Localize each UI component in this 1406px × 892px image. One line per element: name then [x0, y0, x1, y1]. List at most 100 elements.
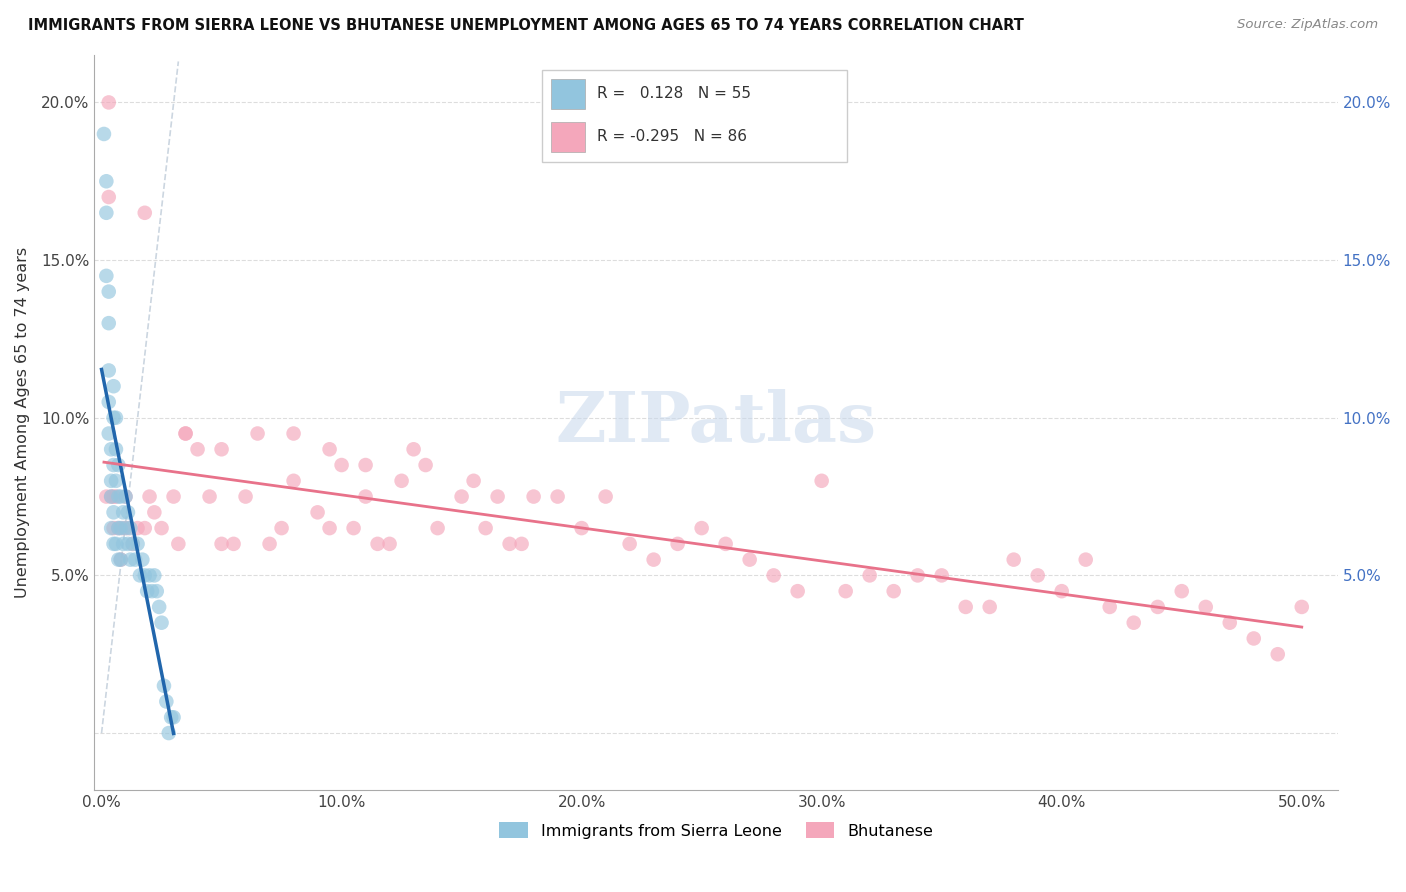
Point — [121, 537, 143, 551]
Point — [120, 552, 142, 566]
Point — [100, 490, 122, 504]
Point — [117, 537, 139, 551]
Point — [211, 442, 233, 457]
Point — [571, 521, 593, 535]
Point — [134, 521, 156, 535]
Point — [211, 537, 233, 551]
Point — [97, 426, 120, 441]
Point — [112, 505, 135, 519]
Point — [474, 521, 496, 535]
Point — [97, 395, 120, 409]
Point — [157, 726, 180, 740]
Point — [150, 615, 173, 630]
Point — [979, 599, 1001, 614]
Point — [103, 505, 125, 519]
Point — [103, 521, 125, 535]
Point — [174, 426, 197, 441]
Point — [93, 127, 115, 141]
Point — [110, 552, 132, 566]
Point — [270, 521, 292, 535]
Point — [907, 568, 929, 582]
Point — [786, 584, 808, 599]
Point — [114, 490, 136, 504]
Point — [523, 490, 546, 504]
Point — [129, 568, 152, 582]
Point — [235, 490, 257, 504]
Point — [187, 442, 209, 457]
Point — [120, 521, 142, 535]
Point — [402, 442, 425, 457]
Point — [643, 552, 665, 566]
Point — [104, 410, 127, 425]
Point — [124, 552, 146, 566]
Point — [103, 490, 125, 504]
Point — [121, 537, 143, 551]
Point — [134, 206, 156, 220]
Text: Source: ZipAtlas.com: Source: ZipAtlas.com — [1237, 18, 1378, 31]
Point — [883, 584, 905, 599]
Point — [155, 694, 177, 708]
Point — [104, 537, 127, 551]
Point — [117, 505, 139, 519]
Point — [259, 537, 281, 551]
Point — [138, 568, 160, 582]
Point — [498, 537, 520, 551]
Point — [112, 521, 135, 535]
Point — [415, 458, 437, 472]
Point — [110, 490, 132, 504]
Point — [330, 458, 353, 472]
Point — [391, 474, 413, 488]
Text: ZIPatlas: ZIPatlas — [555, 389, 876, 456]
Point — [114, 490, 136, 504]
Point — [174, 426, 197, 441]
Point — [143, 505, 166, 519]
Point — [859, 568, 882, 582]
Text: IMMIGRANTS FROM SIERRA LEONE VS BHUTANESE UNEMPLOYMENT AMONG AGES 65 TO 74 YEARS: IMMIGRANTS FROM SIERRA LEONE VS BHUTANES… — [28, 18, 1024, 33]
Point — [100, 474, 122, 488]
Point — [107, 521, 129, 535]
Point — [318, 442, 340, 457]
Point — [141, 584, 163, 599]
Point — [100, 521, 122, 535]
Point — [1195, 599, 1218, 614]
Point — [97, 190, 120, 204]
Point — [131, 552, 153, 566]
Point — [222, 537, 245, 551]
Point — [198, 490, 221, 504]
Point — [107, 490, 129, 504]
Point — [1098, 599, 1121, 614]
Point — [96, 490, 118, 504]
Point — [153, 679, 176, 693]
Point — [107, 552, 129, 566]
Point — [134, 568, 156, 582]
Point — [100, 442, 122, 457]
Point — [148, 599, 170, 614]
Point — [1291, 599, 1313, 614]
Point — [97, 363, 120, 377]
Point — [595, 490, 617, 504]
Point — [100, 490, 122, 504]
Point — [955, 599, 977, 614]
Point — [127, 521, 149, 535]
Point — [97, 316, 120, 330]
Point — [486, 490, 509, 504]
Point — [1243, 632, 1265, 646]
Point — [103, 537, 125, 551]
Point — [96, 206, 118, 220]
Point — [1050, 584, 1073, 599]
Point — [1219, 615, 1241, 630]
Legend: Immigrants from Sierra Leone, Bhutanese: Immigrants from Sierra Leone, Bhutanese — [492, 815, 939, 845]
Point — [143, 568, 166, 582]
Point — [1074, 552, 1097, 566]
Point — [1002, 552, 1025, 566]
Point — [1122, 615, 1144, 630]
Point — [1267, 647, 1289, 661]
Point — [810, 474, 832, 488]
Point — [547, 490, 569, 504]
Point — [110, 521, 132, 535]
Point — [1170, 584, 1192, 599]
Point — [96, 174, 118, 188]
Point — [162, 490, 184, 504]
Point — [103, 410, 125, 425]
Point — [283, 474, 305, 488]
